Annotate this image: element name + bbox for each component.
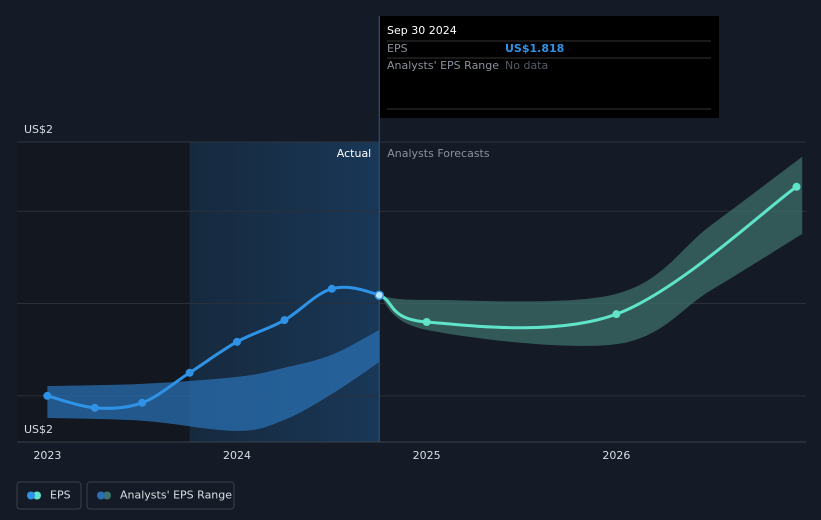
annotation: Analysts Forecasts (387, 147, 490, 160)
tooltip-value: No data (505, 59, 548, 72)
eps-point (138, 398, 147, 407)
legend-swatch (33, 491, 41, 500)
tooltip-label: Analysts' EPS Range (387, 59, 499, 72)
eps-point (280, 316, 289, 325)
legend-swatch (27, 491, 35, 500)
legend-button[interactable] (16, 481, 82, 510)
eps-point (374, 290, 385, 300)
range-band (379, 156, 803, 346)
tooltip-value: US$1.818 (505, 42, 564, 55)
legend-swatch (103, 491, 111, 500)
x-tick-label: 2024 (223, 449, 251, 462)
legend-swatch (97, 491, 105, 500)
legend-label[interactable]: EPS (50, 489, 71, 502)
tooltip-box (380, 16, 719, 118)
eps-point (185, 368, 194, 377)
eps-point (327, 284, 336, 293)
eps-point (792, 182, 801, 191)
legend-label[interactable]: Analysts' EPS Range (120, 489, 232, 502)
legend-button[interactable] (86, 481, 235, 510)
eps-point (90, 403, 99, 412)
eps-point (43, 391, 52, 400)
eps-point (612, 310, 621, 319)
annotation: Actual (337, 147, 371, 160)
x-tick-label: 2026 (602, 449, 630, 462)
legend: EPS Analysts' EPS Range (16, 481, 235, 510)
x-tick-label: 2025 (413, 449, 441, 462)
x-tick-label: 2023 (33, 449, 61, 462)
tooltip-label: EPS (387, 42, 408, 55)
tooltip-date: Sep 30 2024 (387, 24, 457, 37)
legend-item[interactable]: Analysts' EPS Range (86, 481, 235, 510)
y-tick-label: US$2 (24, 123, 53, 136)
tooltip: Sep 30 2024 EPS US$1.818 Analysts' EPS R… (380, 16, 719, 118)
eps-point (422, 318, 431, 326)
legend-item[interactable]: EPS (16, 481, 82, 510)
eps-point (233, 337, 242, 346)
y-tick-label: US$2 (24, 423, 53, 436)
plot-area: US$2 US$2 2023 2024 2025 2026 Actual Analysts F… (17, 16, 806, 462)
